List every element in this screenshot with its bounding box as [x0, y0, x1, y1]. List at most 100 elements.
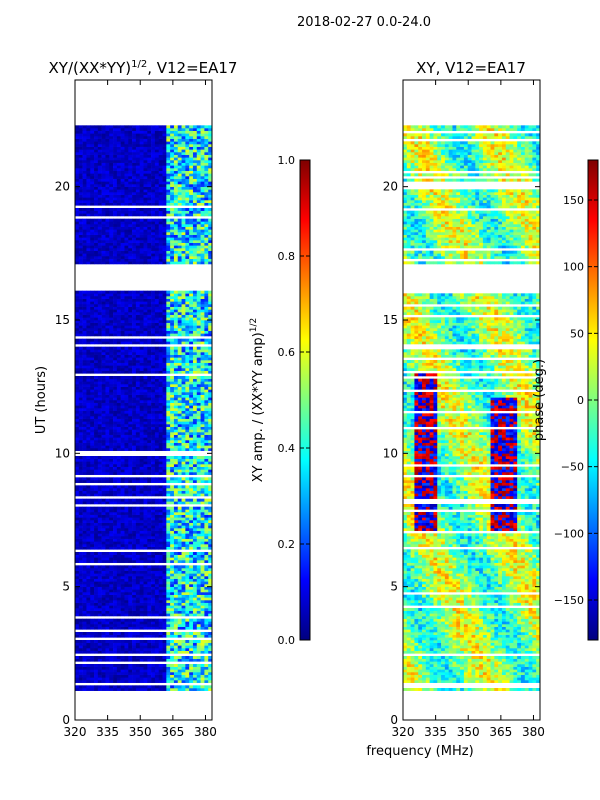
heatmap-cell: [189, 304, 194, 307]
heatmap-cell: [173, 386, 179, 390]
heatmap-cell: [139, 480, 144, 483]
heatmap-cell: [173, 554, 179, 558]
heatmap-cell: [113, 597, 118, 601]
heatmap-cell: [139, 594, 144, 598]
heatmap-cell: [151, 584, 156, 587]
heatmap-cell: [177, 517, 182, 521]
heatmap-cell: [173, 349, 179, 353]
heatmap-cell: [208, 325, 212, 329]
heatmap-cell: [185, 328, 190, 331]
heatmap-cell: [109, 621, 114, 625]
heatmap-cell: [204, 317, 209, 321]
heatmap-cell: [94, 597, 99, 601]
heatmap-cell: [154, 458, 160, 462]
heatmap-cell: [196, 349, 201, 353]
heatmap-cell: [170, 301, 175, 305]
heatmap-cell: [113, 394, 118, 398]
heatmap-cell: [86, 600, 91, 603]
heatmap-cell: [120, 378, 125, 382]
heatmap-cell: [132, 402, 137, 406]
heatmap-cell: [181, 250, 186, 254]
heatmap-cell: [94, 506, 99, 510]
heatmap-cell: [189, 360, 194, 363]
heatmap-cell: [208, 594, 212, 598]
heatmap-cell: [75, 357, 80, 361]
heatmap-cell: [181, 442, 186, 446]
heatmap-cell: [90, 309, 95, 313]
heatmap-cell: [177, 528, 182, 531]
heatmap-cell: [196, 642, 201, 646]
heatmap-cell: [90, 328, 95, 331]
heatmap-cell: [97, 677, 102, 681]
heatmap-cell: [75, 413, 80, 417]
heatmap-cell: [94, 437, 99, 441]
heatmap-cell: [192, 541, 198, 545]
heatmap-cell: [151, 346, 156, 350]
heatmap-cell: [147, 322, 152, 326]
heatmap-cell: [124, 381, 129, 385]
heatmap-cell: [78, 506, 83, 510]
heatmap-cell: [101, 410, 106, 414]
heatmap-cell: [189, 392, 194, 395]
heatmap-cell: [151, 341, 156, 345]
heatmap-cell: [75, 525, 80, 529]
heatmap-cell: [116, 530, 121, 534]
heatmap-cell: [116, 578, 121, 582]
heatmap-cell: [192, 493, 198, 497]
heatmap-cell: [101, 392, 106, 395]
heatmap-cell: [86, 368, 91, 371]
heatmap-cell: [90, 674, 95, 678]
heatmap-cell: [189, 306, 194, 310]
heatmap-cell: [177, 544, 182, 547]
heatmap-cell: [189, 624, 194, 627]
heatmap-cell: [113, 432, 118, 435]
heatmap-cell: [200, 506, 205, 510]
heatmap-cell: [177, 573, 182, 577]
heatmap-cell: [82, 594, 87, 598]
heatmap-cell: [105, 250, 110, 254]
heatmap-cell: [135, 250, 140, 254]
heatmap-cell: [135, 677, 140, 681]
heatmap-cell: [181, 528, 186, 531]
heatmap-cell: [97, 669, 102, 673]
heatmap-cell: [154, 253, 160, 257]
heatmap-cell: [151, 592, 156, 595]
heatmap-cell: [192, 602, 198, 606]
heatmap-cell: [78, 576, 83, 579]
heatmap-cell: [177, 509, 182, 513]
heatmap-cell: [185, 626, 190, 630]
heatmap-cell: [158, 429, 163, 433]
heatmap-cell: [90, 306, 95, 310]
heatmap-cell: [196, 552, 201, 555]
heatmap-cell: [90, 341, 95, 345]
heatmap-cell: [120, 381, 125, 385]
heatmap-cell: [166, 424, 171, 427]
heatmap-cell: [132, 669, 137, 673]
heatmap-cell: [158, 424, 163, 427]
heatmap-cell: [78, 354, 83, 358]
heatmap-cell: [166, 594, 171, 598]
heatmap-cell: [120, 642, 125, 646]
heatmap-cell: [90, 445, 95, 449]
heatmap-cell: [124, 445, 129, 449]
heatmap-cell: [124, 360, 129, 363]
heatmap-cell: [196, 429, 201, 433]
heatmap-cell: [97, 485, 102, 489]
heatmap-cell: [177, 456, 182, 459]
heatmap-cell: [94, 493, 99, 497]
heatmap-cell: [120, 525, 125, 529]
heatmap-cell: [135, 338, 140, 342]
heatmap-cell: [128, 560, 133, 563]
heatmap-cell: [75, 320, 80, 323]
heatmap-cell: [151, 464, 156, 467]
heatmap-cell: [170, 368, 175, 371]
heatmap-cell: [170, 533, 175, 537]
heatmap-cell: [75, 424, 80, 427]
heatmap-cell: [109, 488, 114, 491]
heatmap-cell: [132, 362, 137, 366]
heatmap-cell: [166, 498, 171, 502]
heatmap-cell: [147, 466, 152, 470]
heatmap-cell: [101, 648, 106, 651]
heatmap-cell: [124, 554, 129, 558]
heatmap-cell: [105, 570, 110, 574]
